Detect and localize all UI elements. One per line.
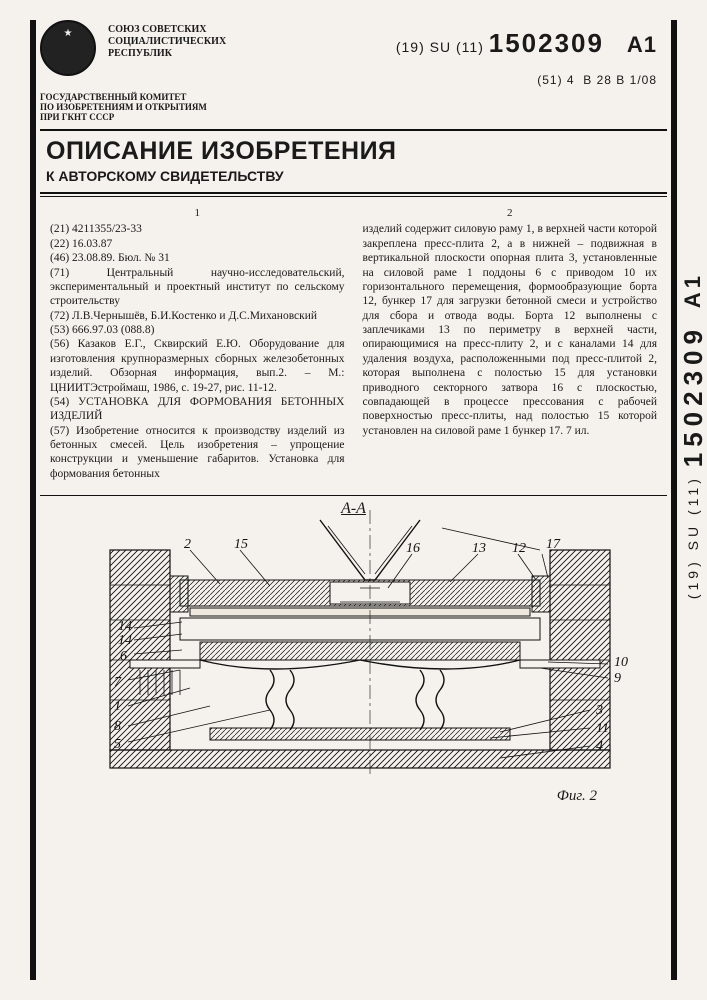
field-57: (57) Изобретение относится к производств… — [50, 424, 345, 482]
callout-17: 17 — [546, 537, 561, 552]
callout-6: 6 — [120, 649, 127, 664]
emblem-container — [40, 20, 100, 87]
callout-11: 11 — [596, 721, 609, 736]
ussr-emblem-icon — [40, 20, 96, 76]
committee-block: ГОСУДАРСТВЕННЫЙ КОМИТЕТ ПО ИЗОБРЕТЕНИЯМ … — [40, 93, 667, 123]
union-line3: РЕСПУБЛИК — [108, 48, 396, 60]
callout-8: 8 — [114, 719, 121, 734]
callout-16: 16 — [406, 541, 420, 556]
callout-9: 9 — [614, 671, 621, 686]
field-71: (71) Центральный научно-исследовательски… — [50, 266, 345, 309]
code-country: SU — [430, 39, 451, 55]
code-kind: A1 — [627, 32, 657, 57]
callout-3: 3 — [595, 703, 603, 718]
column-1: 1 (21) 4211355/23-33 (22) 16.03.87 (46) … — [50, 207, 345, 482]
side-prefix: (19) — [685, 558, 701, 599]
doc-codes: (19) SU (11) 1502309 A1 (51) 4 В 28 В 1/… — [396, 20, 667, 87]
code-infix: (11) — [456, 39, 484, 55]
figure-svg: 2 15 16 13 12 17 14 14 6 7 1 8 5 10 9 3 … — [70, 510, 670, 800]
ipc-code: В 28 В 1/08 — [583, 73, 657, 87]
side-kind: A1 — [680, 272, 706, 308]
side-country: SU — [685, 523, 701, 550]
side-number: 1502309 — [678, 324, 707, 467]
callout-2: 2 — [184, 537, 191, 552]
side-infix: (11) — [685, 475, 701, 515]
code-number: 1502309 — [489, 28, 604, 58]
rule-double — [40, 192, 667, 197]
col2-number: 2 — [363, 207, 658, 221]
rule-1 — [40, 129, 667, 131]
col2-body: изделий содержит силовую раму 1, в верхн… — [363, 222, 658, 438]
ipc-prefix: (51) 4 — [537, 73, 574, 87]
su-number-line: (19) SU (11) 1502309 A1 — [396, 28, 657, 59]
title-sub: К АВТОРСКОМУ СВИДЕТЕЛЬСТВУ — [46, 168, 661, 184]
callout-14a: 14 — [118, 619, 132, 634]
col1-number: 1 — [50, 207, 345, 221]
columns: 1 (21) 4211355/23-33 (22) 16.03.87 (46) … — [40, 203, 667, 486]
field-54: (54) УСТАНОВКА ДЛЯ ФОРМОВАНИЯ БЕТОННЫХ И… — [50, 395, 345, 424]
title-main: ОПИСАНИЕ ИЗОБРЕТЕНИЯ — [46, 137, 661, 166]
field-21: (21) 4211355/23-33 — [50, 222, 345, 236]
field-46: (46) 23.08.89. Бюл. № 31 — [50, 251, 345, 265]
header-row: СОЮЗ СОВЕТСКИХ СОЦИАЛИСТИЧЕСКИХ РЕСПУБЛИ… — [40, 20, 667, 87]
figure-caption: Фиг. 2 — [557, 788, 597, 805]
title-block: ОПИСАНИЕ ИЗОБРЕТЕНИЯ К АВТОРСКОМУ СВИДЕТ… — [40, 135, 667, 188]
callout-15: 15 — [234, 537, 248, 552]
page-outer-frame: СОЮЗ СОВЕТСКИХ СОЦИАЛИСТИЧЕСКИХ РЕСПУБЛИ… — [30, 20, 677, 980]
union-text: СОЮЗ СОВЕТСКИХ СОЦИАЛИСТИЧЕСКИХ РЕСПУБЛИ… — [100, 20, 396, 87]
column-2: 2 изделий содержит силовую раму 1, в вер… — [363, 207, 658, 482]
union-line1: СОЮЗ СОВЕТСКИХ — [108, 24, 396, 36]
callout-5: 5 — [114, 737, 121, 752]
committee-line2: ПО ИЗОБРЕТЕНИЯМ И ОТКРЫТИЯМ — [40, 103, 667, 113]
callout-1: 1 — [114, 699, 121, 714]
union-line2: СОЦИАЛИСТИЧЕСКИХ — [108, 36, 396, 48]
callout-4: 4 — [596, 739, 603, 754]
field-53: (53) 666.97.03 (088.8) — [50, 323, 345, 337]
callout-7: 7 — [114, 675, 122, 690]
callout-10: 10 — [614, 655, 628, 670]
committee-line3: ПРИ ГКНТ СССР — [40, 113, 667, 123]
field-22: (22) 16.03.87 — [50, 237, 345, 251]
figure-area: A-A — [40, 495, 667, 807]
callout-12: 12 — [512, 541, 526, 556]
side-doc-code: (19) SU (11) 1502309 A1 — [678, 268, 707, 603]
ipc-line: (51) 4 В 28 В 1/08 — [396, 73, 657, 87]
field-72: (72) Л.В.Чернышёв, Б.И.Костенко и Д.С.Ми… — [50, 309, 345, 323]
code-prefix: (19) — [396, 39, 425, 55]
callout-13: 13 — [472, 541, 486, 556]
field-56: (56) Казаков Е.Г., Сквирский Е.Ю. Оборуд… — [50, 337, 345, 395]
callout-14b: 14 — [118, 633, 132, 648]
